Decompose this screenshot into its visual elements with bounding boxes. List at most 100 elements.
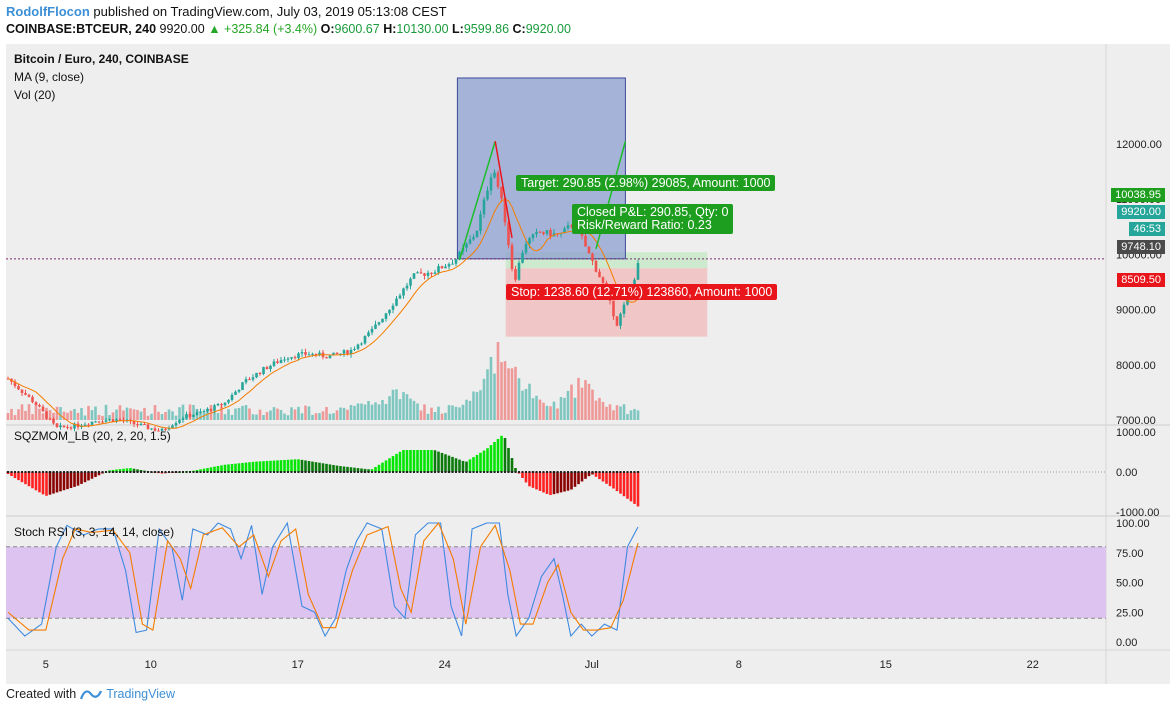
closed-pnl-text: Closed P&L: 290.85, Qty: 0 — [577, 205, 729, 219]
volume-bar — [374, 402, 377, 420]
price-legend: Bitcoin / Euro, 240, COINBASE MA (9, clo… — [14, 52, 189, 102]
candle — [150, 428, 153, 430]
publish-info: RodolfFlocon published on TradingView.co… — [6, 4, 447, 19]
sqz-bar — [87, 472, 90, 481]
candle — [598, 271, 601, 278]
sqz-bar — [314, 462, 318, 472]
sqz-bar — [381, 462, 384, 472]
chart-area[interactable]: 7000.008000.009000.0010000.0011000.00120… — [6, 44, 1170, 684]
candle — [391, 305, 395, 310]
candle — [115, 419, 118, 422]
price-tick-label: 8000.00 — [1116, 360, 1156, 372]
candle — [230, 394, 234, 400]
candle — [486, 190, 489, 200]
sqz-bar — [59, 472, 62, 492]
sqz-bar — [125, 468, 129, 472]
volume-bar — [328, 413, 332, 420]
candle — [475, 231, 479, 238]
candle — [314, 353, 318, 356]
sqz-bar — [468, 459, 472, 472]
sqz-bar — [416, 450, 419, 472]
last-price: 9920.00 — [159, 22, 205, 36]
volume-bar — [500, 362, 503, 420]
brand-link[interactable]: TradingView — [106, 687, 175, 701]
sqz-bar — [202, 468, 206, 472]
volume-bar — [542, 402, 545, 420]
time-tick-label: 17 — [292, 659, 304, 671]
author-name[interactable]: RodolfFlocon — [6, 4, 90, 19]
volume-bar — [430, 407, 433, 420]
volume-bar — [549, 406, 552, 420]
volume-bar — [388, 396, 391, 420]
candle — [503, 198, 507, 223]
volume-bar — [612, 410, 615, 420]
sqz-bar — [598, 472, 601, 480]
volume-bar — [94, 406, 97, 420]
volume-bar — [409, 398, 412, 420]
chart-canvas[interactable]: 7000.008000.009000.0010000.0011000.00120… — [6, 44, 1170, 684]
volume-bar — [391, 389, 395, 420]
sqz-bar — [342, 466, 346, 472]
candle — [346, 350, 349, 355]
footer: Created with TradingView — [6, 687, 175, 701]
candle — [146, 424, 150, 429]
volume-bar — [458, 407, 461, 420]
sqz-bar — [608, 472, 612, 487]
price-tick-label: 12000.00 — [1116, 139, 1162, 151]
volume-bar — [69, 410, 73, 420]
sqz-bar — [38, 472, 41, 493]
candle — [328, 355, 332, 359]
sqz-bar — [17, 472, 20, 481]
candle — [636, 263, 640, 280]
volume-bar — [118, 405, 122, 420]
price-change: ▲ +325.84 (+3.4%) — [208, 22, 318, 36]
volume-bar — [73, 408, 76, 420]
volume-bar — [349, 405, 353, 420]
volume-bar — [230, 414, 234, 420]
volume-bar — [591, 389, 594, 420]
stop-zone — [505, 268, 708, 337]
volume-bar — [384, 403, 388, 420]
sqz-bar — [122, 468, 125, 472]
candle — [307, 354, 311, 356]
sqz-bar — [311, 461, 314, 472]
sqz-bar — [353, 467, 356, 472]
sqz-bar — [97, 472, 101, 476]
sqz-bar — [272, 460, 276, 472]
candle — [34, 402, 38, 405]
target-tag[interactable]: Target: 290.85 (2.98%) 29085, Amount: 10… — [516, 175, 776, 191]
volume-bar — [493, 373, 496, 420]
volume-bar — [213, 410, 216, 420]
sqz-bar — [276, 460, 279, 472]
candle — [587, 246, 591, 254]
volume-bar — [129, 408, 132, 420]
volume-bar — [412, 400, 416, 420]
sqz-bar — [542, 472, 545, 493]
candle — [409, 278, 412, 286]
sqz-bar — [447, 455, 451, 472]
volume-bar — [27, 404, 31, 420]
sqz-bar — [426, 450, 430, 472]
candle — [633, 279, 636, 289]
sqz-bar — [521, 472, 524, 478]
sqz-bar — [62, 472, 66, 491]
candle — [59, 425, 62, 428]
volume-bar — [241, 405, 244, 420]
closed-pnl-tag[interactable]: Closed P&L: 290.85, Qty: 0 Risk/Reward R… — [572, 204, 734, 234]
stop-tag[interactable]: Stop: 1238.60 (12.71%) 123860, Amount: 1… — [506, 284, 778, 300]
volume-bar — [521, 390, 524, 420]
sqz-bar — [76, 472, 80, 486]
candle — [132, 421, 136, 425]
candle — [153, 428, 157, 431]
candle — [101, 421, 104, 423]
sqz-bar — [367, 469, 370, 472]
sqz-bar — [374, 466, 377, 472]
sqz-bar — [241, 462, 244, 472]
volume-bar — [199, 411, 202, 420]
sqz-bar — [580, 472, 584, 482]
sqz-bar — [622, 472, 626, 497]
candle — [381, 318, 384, 323]
candle — [27, 394, 31, 397]
stoch-tick-label: 0.00 — [1116, 637, 1137, 649]
volume-bar — [356, 403, 360, 420]
